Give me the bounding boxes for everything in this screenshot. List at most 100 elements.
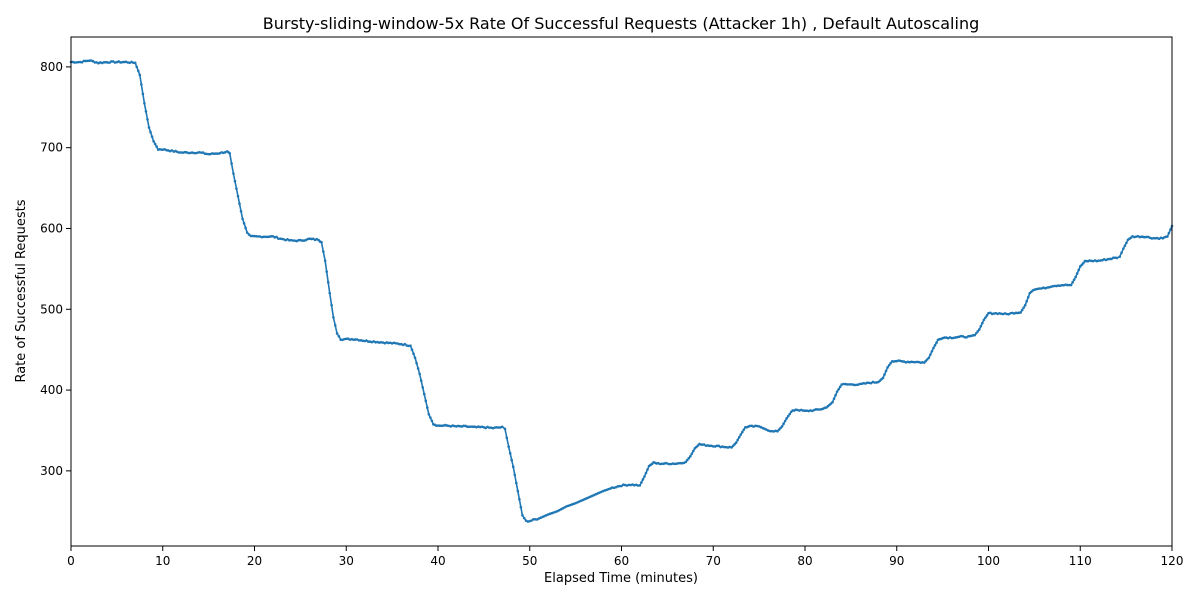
chart-title: Bursty-sliding-window-5x Rate Of Success… <box>263 14 979 33</box>
data-point <box>510 458 514 462</box>
data-point <box>82 59 86 63</box>
data-point <box>521 514 524 517</box>
data-point <box>135 65 139 69</box>
data-point <box>239 209 243 213</box>
data-point <box>419 379 423 382</box>
x-tick-label: 90 <box>889 554 904 568</box>
data-point <box>1120 251 1123 255</box>
data-point <box>133 61 137 65</box>
data-point <box>1022 306 1025 309</box>
data-point <box>786 414 790 418</box>
data-point <box>505 436 509 440</box>
data-point <box>1082 261 1085 265</box>
data-point <box>497 426 500 429</box>
data-point <box>330 303 333 307</box>
data-point <box>973 333 977 337</box>
data-point <box>269 235 273 238</box>
data-point <box>228 152 232 155</box>
data-point <box>1026 295 1030 299</box>
data-point <box>677 461 680 465</box>
data-point <box>235 187 238 190</box>
data-point <box>110 60 113 63</box>
data-point <box>403 342 407 346</box>
y-axis: 300 400 500 600 700 800 <box>40 60 71 478</box>
data-point <box>322 250 325 253</box>
data-point <box>429 416 432 419</box>
data-point <box>513 473 517 477</box>
y-tick-label: 500 <box>40 302 63 316</box>
data-point <box>410 348 414 351</box>
data-point <box>636 484 640 487</box>
data-point <box>930 349 934 353</box>
data-point <box>782 422 785 426</box>
data-point <box>708 444 711 448</box>
data-point <box>927 356 931 360</box>
data-point <box>1075 272 1079 275</box>
data-point <box>929 353 932 356</box>
data-point <box>835 390 839 393</box>
data-point <box>717 444 721 448</box>
data-point <box>155 145 158 148</box>
data-point <box>742 428 746 431</box>
data-point <box>152 139 155 143</box>
data-point <box>503 427 507 431</box>
data-point <box>869 381 873 385</box>
data-point <box>426 406 429 409</box>
data-point <box>421 386 425 389</box>
data-point <box>242 222 246 225</box>
data-point <box>831 400 834 404</box>
data-point <box>736 438 740 442</box>
data-point <box>467 425 471 429</box>
data-point <box>325 270 328 273</box>
data-point <box>77 60 80 64</box>
data-point <box>731 444 735 448</box>
data-point <box>93 61 97 64</box>
data-point <box>207 152 210 156</box>
data-point <box>834 393 837 397</box>
x-axis: 0 10 20 30 40 50 60 70 80 90 100 110 120 <box>67 546 1183 568</box>
data-point <box>779 426 782 430</box>
data-point <box>132 61 135 65</box>
data-point <box>326 281 330 284</box>
x-tick-label: 10 <box>155 554 170 568</box>
data-point <box>333 324 337 327</box>
data-point <box>777 428 781 431</box>
data-point <box>84 59 87 63</box>
data-point <box>102 60 106 64</box>
data-point <box>153 142 157 146</box>
data-point <box>1020 308 1024 312</box>
data-point <box>838 385 842 389</box>
data-point <box>275 235 278 239</box>
data-point <box>1125 241 1128 245</box>
data-point <box>935 341 938 344</box>
data-point <box>739 433 743 436</box>
data-point <box>514 481 518 485</box>
data-point <box>232 172 235 175</box>
y-axis-label: Rate of Successful Requests <box>14 199 29 382</box>
data-point <box>915 360 919 364</box>
data-point <box>1123 244 1127 248</box>
data-point <box>1078 265 1082 268</box>
data-point <box>1152 236 1155 240</box>
data-point <box>1023 303 1027 307</box>
data-point <box>438 424 442 428</box>
data-point <box>233 179 237 183</box>
data-point <box>733 442 736 446</box>
data-point <box>684 460 688 464</box>
data-point <box>91 59 95 63</box>
data-point <box>801 409 805 412</box>
data-point <box>924 359 928 363</box>
x-tick-label: 30 <box>339 554 354 568</box>
data-point <box>646 468 649 471</box>
data-point <box>1097 259 1100 262</box>
data-point <box>430 419 434 423</box>
data-point <box>249 234 253 238</box>
data-point <box>881 376 885 380</box>
data-point <box>199 151 203 154</box>
data-point <box>741 430 744 434</box>
data-point <box>803 409 807 413</box>
data-point <box>1025 299 1029 303</box>
data-point <box>687 456 691 460</box>
data-point <box>214 152 218 155</box>
data-point <box>323 259 327 263</box>
